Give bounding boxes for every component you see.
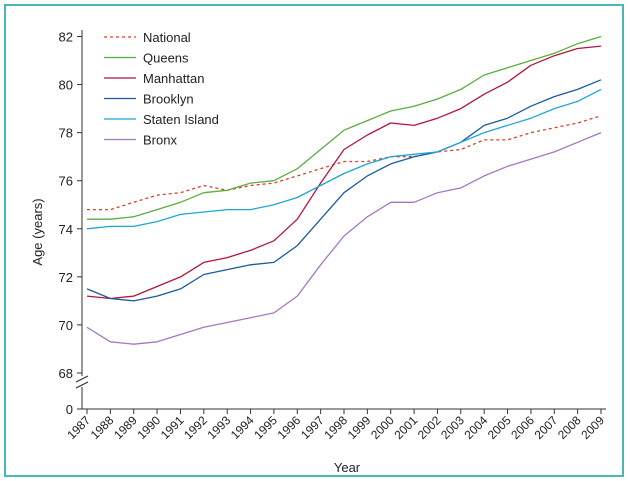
x-tick-label: 2006	[508, 413, 537, 442]
y-tick-label: 70	[59, 318, 73, 333]
x-tick-label: 1993	[205, 413, 234, 442]
x-tick-label: 2007	[532, 413, 561, 442]
y-axis-break-mark	[75, 381, 89, 389]
x-tick-label: 1999	[345, 413, 374, 442]
axes: 6870727476788082019871988198919901991199…	[59, 30, 608, 443]
legend-label-manhattan: Manhattan	[143, 71, 204, 86]
x-tick-label: 1992	[181, 413, 210, 442]
x-tick-label: 1996	[275, 413, 304, 442]
x-tick-label: 2003	[438, 413, 467, 442]
x-tick-label: 1989	[111, 413, 140, 442]
chart-frame	[4, 4, 624, 477]
series-line-staten-island	[86, 88, 602, 230]
legend-label-bronx: Bronx	[143, 133, 177, 148]
x-tick-label: 1995	[251, 413, 280, 442]
x-tick-label: 1997	[298, 413, 327, 442]
x-tick-label: 1991	[158, 413, 187, 442]
legend-label-queens: Queens	[143, 51, 189, 66]
x-tick-label: 1987	[64, 413, 93, 442]
x-tick-label: 2004	[462, 413, 491, 442]
y-tick-label: 80	[59, 78, 73, 93]
series-line-bronx	[86, 131, 602, 345]
x-tick-label: 2009	[578, 413, 607, 442]
series-line-queens	[87, 35, 602, 220]
y-tick-label: 0	[66, 402, 73, 417]
x-axis-title: Year	[334, 460, 361, 475]
x-tick-label: 1990	[134, 413, 163, 442]
legend: National Queens Manhattan Brooklyn Staten Is…	[104, 30, 219, 148]
x-tick-label: 1994	[228, 413, 257, 442]
y-tick-label: 72	[59, 270, 73, 285]
y-tick-label: 76	[59, 174, 73, 189]
y-tick-label: 68	[59, 366, 73, 381]
y-tick-label: 78	[59, 126, 73, 141]
series-line-brooklyn	[86, 79, 602, 302]
x-tick-label: 2008	[555, 413, 584, 442]
y-axis-title: Age (years)	[30, 198, 45, 265]
series-layer	[86, 35, 602, 345]
legend-label-staten-island: Staten Island	[143, 112, 219, 127]
x-tick-label: 2001	[391, 413, 420, 442]
x-tick-label: 2000	[368, 413, 397, 442]
legend-label-national: National	[143, 30, 191, 45]
x-tick-label: 1998	[321, 413, 350, 442]
series-line-manhattan	[86, 45, 602, 300]
y-tick-label: 82	[59, 30, 73, 45]
legend-label-brooklyn: Brooklyn	[143, 92, 194, 107]
x-tick-label: 2002	[415, 413, 444, 442]
series-line-national	[87, 115, 602, 211]
y-tick-label: 74	[59, 222, 73, 237]
y-axis-break-mark	[75, 375, 89, 383]
x-tick-label: 2005	[485, 413, 514, 442]
x-tick-label: 1988	[88, 413, 117, 442]
